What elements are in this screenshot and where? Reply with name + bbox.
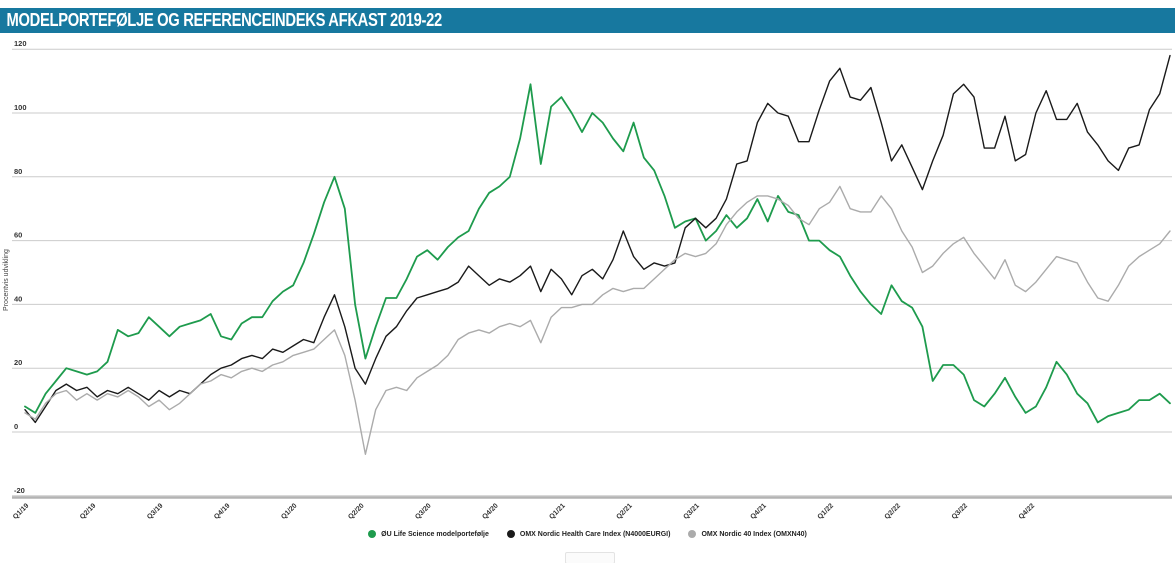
- y-tick-label: 80: [14, 167, 22, 176]
- page-title: MODELPORTEFØLJE OG REFERENCEINDEKS AFKAS…: [6, 10, 443, 30]
- y-tick-label: 0: [14, 422, 18, 431]
- y-axis-title: Procentvis udvikling: [3, 249, 10, 311]
- black-series-dot-icon: [506, 530, 515, 538]
- cropped-bottom-box: [565, 552, 615, 563]
- y-tick-label: -20: [14, 486, 25, 495]
- x-tick-label: Q4/20: [481, 502, 500, 521]
- legend-label: OMX Nordic 40 Index (OMXN40): [701, 530, 807, 538]
- x-tick-label: Q2/19: [79, 502, 98, 521]
- y-tick-label: 60: [14, 231, 22, 240]
- series-line-1: [24, 54, 1171, 424]
- x-tick-label: Q2/20: [347, 502, 366, 521]
- x-tick-label: Q3/21: [682, 502, 701, 521]
- y-tick-label: 40: [14, 294, 22, 303]
- series-line-0: [24, 83, 1171, 424]
- x-tick-label: Q4/19: [213, 502, 232, 521]
- y-tick-label: 120: [14, 39, 27, 48]
- legend-label: ØU Life Science modelportefølje: [381, 530, 489, 538]
- y-tick-label: 100: [14, 103, 27, 112]
- x-tick-label: Q1/22: [817, 502, 836, 521]
- x-tick-label: Q4/21: [750, 502, 769, 521]
- title-bar: MODELPORTEFØLJE OG REFERENCEINDEKS AFKAS…: [0, 8, 1175, 33]
- chart-legend: ØU Life Science modelportefølje OMX Nord…: [0, 526, 1175, 542]
- x-tick-label: Q2/21: [615, 502, 634, 521]
- gray-series-dot-icon: [688, 530, 697, 538]
- legend-entry-modelportefolje: ØU Life Science modelportefølje: [368, 530, 489, 538]
- x-tick-label: Q3/19: [146, 502, 165, 521]
- x-tick-label: Q1/21: [548, 502, 567, 521]
- x-tick-label: Q3/20: [414, 502, 433, 521]
- x-tick-label: Q3/22: [951, 502, 970, 521]
- legend-entry-healthcare-index: OMX Nordic Health Care Index (N4000EURGI…: [506, 530, 671, 538]
- legend-entry-nordic40-index: OMX Nordic 40 Index (OMXN40): [688, 530, 807, 538]
- green-series-dot-icon: [368, 530, 377, 538]
- x-tick-label: Q2/22: [884, 502, 903, 521]
- legend-label: OMX Nordic Health Care Index (N4000EURGI…: [519, 530, 671, 538]
- series-line-2: [24, 185, 1171, 455]
- x-tick-label: Q1/20: [280, 502, 299, 521]
- y-tick-label: 20: [14, 358, 22, 367]
- x-tick-label: Q1/19: [12, 502, 31, 521]
- x-tick-label: Q4/22: [1018, 502, 1037, 521]
